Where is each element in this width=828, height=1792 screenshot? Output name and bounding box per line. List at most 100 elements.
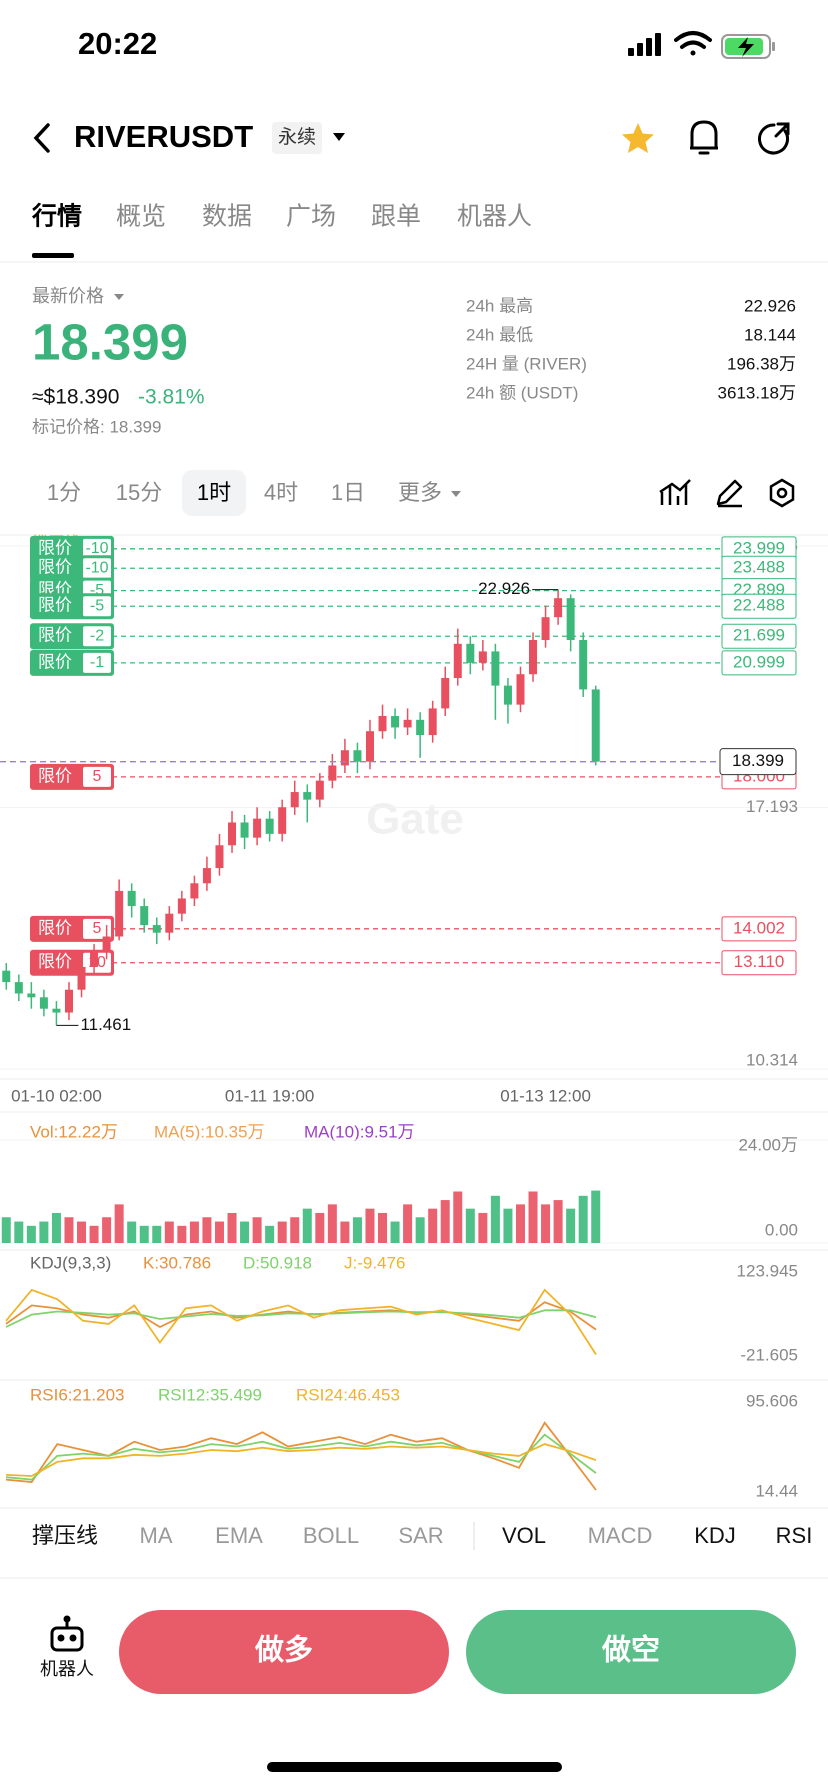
volume-bar — [591, 1190, 601, 1243]
volume-bar — [64, 1217, 74, 1243]
robot-icon[interactable] — [50, 1615, 84, 1652]
indicator-tab[interactable]: VOL — [502, 1523, 546, 1548]
order-tag: 限价 — [38, 538, 72, 557]
favorite-star[interactable] — [622, 123, 654, 153]
candle-body — [39, 997, 48, 1009]
price-dropdown[interactable] — [114, 294, 124, 300]
candle-body — [403, 719, 412, 728]
volume-bar — [26, 1225, 36, 1243]
volume-bar — [77, 1221, 87, 1243]
indicator-tab[interactable]: RSI — [776, 1523, 813, 1548]
kdj-line — [5, 1309, 597, 1328]
volume-bar — [39, 1221, 49, 1243]
interval[interactable]: 1分 — [47, 480, 81, 505]
interval[interactable]: 1时 — [197, 480, 231, 505]
volume-bar — [1, 1217, 11, 1243]
candle-body — [441, 678, 450, 709]
order-tag: 限价 — [38, 918, 72, 937]
rsi-line — [5, 1421, 597, 1491]
candle-body — [265, 818, 274, 834]
interval[interactable]: 更多 — [398, 480, 442, 505]
candle-body — [140, 906, 149, 926]
volume-bar — [566, 1208, 576, 1243]
candle-body — [127, 890, 136, 907]
back-button[interactable] — [33, 123, 50, 153]
volume-bar — [214, 1221, 224, 1243]
volume-bar — [528, 1191, 538, 1243]
volume-bar — [403, 1204, 413, 1243]
indicator-tab[interactable]: 撑压线 — [32, 1523, 98, 1548]
settings-icon[interactable] — [769, 478, 795, 508]
alert-bell[interactable] — [690, 120, 718, 155]
indicator-tab[interactable]: KDJ — [694, 1523, 736, 1548]
last-price: 18.399 — [32, 313, 188, 370]
share-button[interactable] — [758, 122, 790, 155]
symbol: RIVERUSDT — [74, 119, 253, 154]
volume-bar — [265, 1225, 275, 1243]
interval[interactable]: 15分 — [116, 480, 162, 505]
legend-entry: J:-9.476 — [344, 1253, 405, 1272]
order-qty-bg — [83, 766, 111, 787]
order-qty-bg — [83, 538, 111, 559]
usd-price: ≈$18.390 — [32, 386, 119, 409]
short-button[interactable] — [466, 1610, 796, 1694]
battery-icon — [721, 34, 775, 59]
indicator-tab[interactable]: SAR — [398, 1523, 443, 1548]
order-tag: 限价 — [38, 626, 72, 645]
badge-bg — [272, 122, 322, 154]
interval[interactable]: 4时 — [264, 480, 298, 505]
last-price-label: 18.399 — [732, 751, 784, 770]
indicator-tab[interactable]: MA — [140, 1523, 173, 1548]
candle-body — [328, 765, 337, 781]
tab[interactable]: 广场 — [286, 203, 336, 231]
order-qty: -10 — [85, 559, 108, 576]
robot-label[interactable]: 机器人 — [40, 1659, 94, 1679]
stat-value: 22.926 — [744, 296, 796, 315]
tab[interactable]: 数据 — [202, 203, 252, 231]
order-price-bg — [721, 650, 797, 676]
more-dropdown[interactable] — [451, 491, 461, 497]
candle-body — [290, 792, 299, 808]
tab[interactable]: 概览 — [116, 203, 166, 231]
symbol-dropdown[interactable] — [333, 133, 345, 141]
volume-bar — [164, 1221, 174, 1243]
candle-body — [90, 951, 99, 967]
volume-bar — [390, 1221, 400, 1243]
short-label[interactable]: 做空 — [601, 1633, 660, 1667]
y-tick-label: 24.00万 — [738, 1135, 798, 1154]
long-button[interactable] — [119, 1610, 449, 1694]
legend-entry: RSI24:46.453 — [296, 1385, 400, 1404]
y-tick-label: 17.193 — [746, 797, 798, 816]
tab[interactable]: 行情 — [31, 203, 82, 231]
candle-body — [566, 598, 575, 641]
volume-bar — [240, 1221, 250, 1243]
long-label[interactable]: 做多 — [254, 1634, 313, 1667]
clock: 20:22 — [78, 26, 157, 61]
candle-body — [378, 716, 387, 732]
volume-bar — [152, 1225, 162, 1243]
legend-entry: D:50.918 — [243, 1253, 312, 1272]
tab[interactable]: 机器人 — [457, 203, 532, 231]
indicator-tab[interactable]: EMA — [215, 1523, 263, 1548]
indicator-tab[interactable]: MACD — [588, 1523, 653, 1548]
candle-body — [579, 640, 588, 690]
volume-bar — [252, 1217, 262, 1243]
order-price-bg — [721, 623, 797, 649]
order-tag: 限价 — [38, 652, 72, 671]
candle-body — [27, 993, 36, 998]
volume-bar — [127, 1221, 137, 1243]
indicator-icon[interactable] — [659, 479, 691, 505]
watermark: Gate — [366, 795, 464, 844]
interval[interactable]: 1日 — [331, 480, 365, 505]
draw-icon[interactable] — [716, 479, 743, 508]
candle-body — [177, 898, 186, 914]
order-qty-bg — [83, 918, 111, 939]
indicator-tab[interactable]: BOLL — [303, 1523, 359, 1548]
volume-bar — [478, 1212, 488, 1243]
candle-body — [77, 966, 86, 990]
price-change: -3.81% — [138, 386, 205, 409]
tab[interactable]: 跟单 — [371, 203, 421, 231]
candle-body — [391, 716, 400, 728]
volume-bar — [302, 1208, 312, 1243]
